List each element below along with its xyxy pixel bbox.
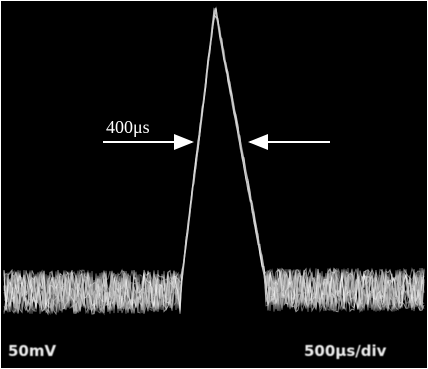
screen-background (1, 1, 427, 368)
oscilloscope-screen: 400μs 50mV 500μs/div (0, 0, 428, 369)
pulse-width-label: 400μs (106, 117, 150, 137)
time-per-div-label: 500μs/div (304, 342, 387, 360)
screenshot: 400μs 50mV 500μs/div (0, 0, 428, 369)
volts-per-div-label: 50mV (8, 342, 57, 360)
